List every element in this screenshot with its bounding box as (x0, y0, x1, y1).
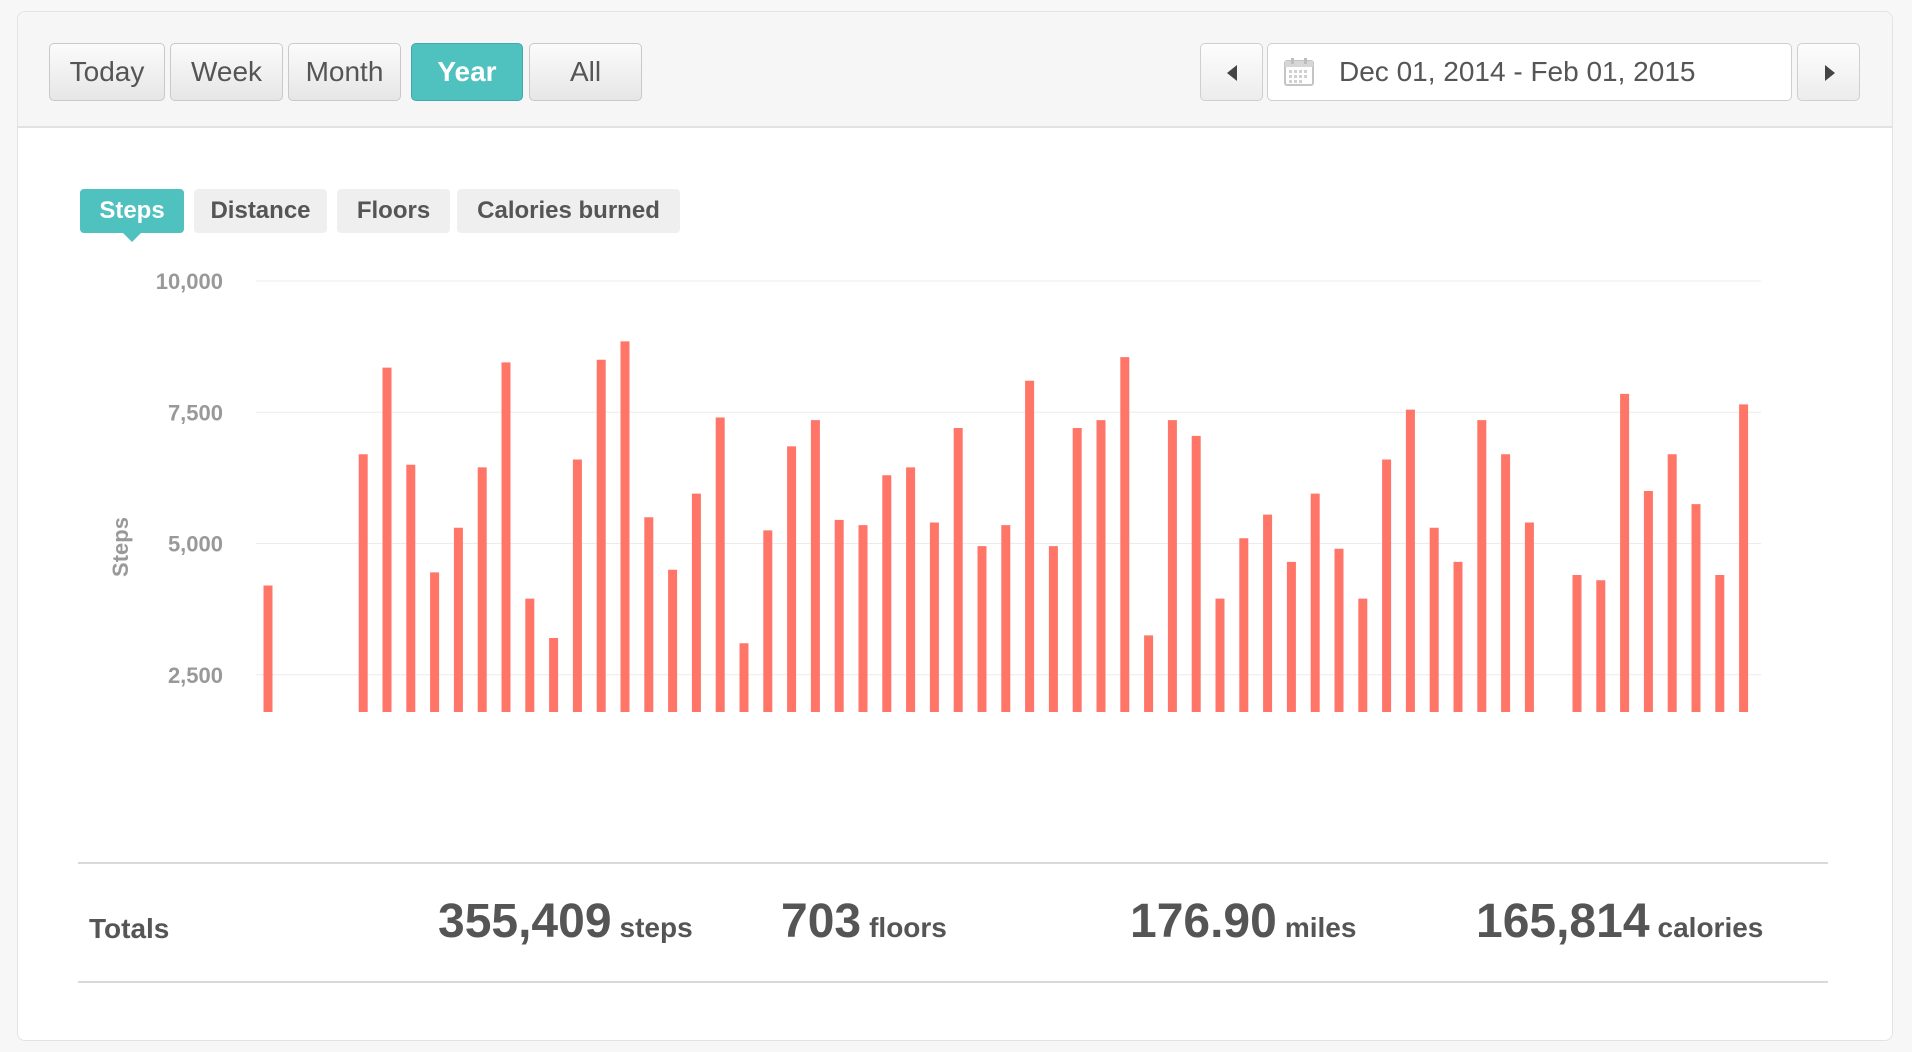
range-year-button[interactable]: Year (411, 43, 523, 101)
bar (1620, 393, 1630, 712)
range-month-button[interactable]: Month (288, 43, 401, 101)
total-steps-value: 355,409 (438, 895, 612, 948)
tab-floors[interactable]: Floors (337, 189, 450, 233)
bar (358, 454, 368, 712)
caret-left-icon (1227, 65, 1237, 81)
bar (1001, 525, 1011, 712)
range-all-button[interactable]: All (529, 43, 642, 101)
calendar-icon (1284, 58, 1314, 86)
range-week-button[interactable]: Week (170, 43, 283, 101)
bar (1429, 527, 1439, 712)
bar (882, 475, 892, 712)
bar (1382, 459, 1392, 712)
bar (1739, 404, 1749, 712)
bar (477, 467, 487, 712)
bar (1263, 514, 1273, 712)
bar (644, 517, 654, 712)
bar (1167, 420, 1177, 712)
total-steps-unit: steps (619, 912, 693, 943)
bar (977, 546, 987, 712)
bar (1286, 561, 1296, 712)
bar (1239, 538, 1249, 712)
bar (763, 530, 773, 712)
date-range-text: Dec 01, 2014 - Feb 01, 2015 (1339, 56, 1696, 87)
totals-divider-bottom (78, 981, 1828, 983)
tab-calories-burned[interactable]: Calories burned (457, 189, 680, 233)
bar (1667, 454, 1677, 712)
tab-steps[interactable]: Steps (80, 189, 184, 242)
bar (1572, 575, 1582, 712)
bar (1191, 435, 1201, 712)
bar (1501, 454, 1511, 712)
bar (1453, 561, 1463, 712)
bar (1144, 635, 1154, 712)
bar (501, 362, 511, 712)
bar (739, 643, 749, 712)
total-miles: 176.90 miles (1130, 894, 1356, 949)
totals-label: Totals (89, 913, 170, 944)
bar (1358, 598, 1368, 712)
bar (572, 459, 582, 712)
total-floors: 703 floors (781, 894, 947, 949)
bar (382, 367, 392, 712)
bar (1691, 504, 1701, 712)
bar (1477, 420, 1487, 712)
bar (1405, 409, 1415, 712)
y-tick-label: 7,500 (168, 400, 223, 425)
bar (715, 417, 725, 712)
bar (1048, 546, 1058, 712)
next-range-button[interactable] (1797, 43, 1860, 101)
total-miles-value: 176.90 (1130, 895, 1277, 948)
bar (1334, 548, 1344, 712)
bar (1715, 575, 1725, 712)
tab-distance[interactable]: Distance (194, 189, 327, 233)
bar (1215, 598, 1225, 712)
bar (691, 493, 701, 712)
bar (1310, 493, 1320, 712)
bar (834, 519, 844, 712)
total-steps: 355,409 steps (438, 894, 693, 949)
bar (810, 420, 820, 712)
y-tick-label: 10,000 (156, 269, 223, 294)
bar (1072, 428, 1082, 712)
bar (549, 638, 559, 712)
bar (596, 359, 606, 712)
bar (1524, 522, 1534, 712)
bar (620, 341, 630, 712)
bar (525, 598, 535, 712)
total-calories: 165,814 calories (1476, 894, 1763, 949)
bar (668, 569, 678, 712)
y-tick-label: 5,000 (168, 532, 223, 557)
range-today-button[interactable]: Today (49, 43, 165, 101)
previous-range-button[interactable] (1200, 43, 1263, 101)
bar (406, 464, 416, 712)
total-floors-unit: floors (869, 912, 947, 943)
y-axis-label: Steps (108, 517, 133, 577)
total-calories-value: 165,814 (1476, 895, 1650, 948)
total-miles-unit: miles (1284, 912, 1357, 943)
bar (787, 446, 797, 712)
bar (263, 585, 273, 712)
bar (1643, 491, 1653, 712)
bar (1025, 380, 1035, 712)
y-tick-label: 2,500 (168, 663, 223, 688)
bar (906, 467, 916, 712)
dashboard-card: Today Week Month Year All Dec 01, 2014 -… (17, 11, 1893, 1041)
toolbar: Today Week Month Year All Dec 01, 2014 -… (18, 12, 1892, 128)
bar (1596, 580, 1606, 712)
bar (453, 527, 463, 712)
bar (1096, 420, 1106, 712)
bar (1120, 357, 1130, 712)
bar (430, 572, 440, 712)
date-range-picker[interactable]: Dec 01, 2014 - Feb 01, 2015 (1267, 43, 1792, 101)
bar (953, 428, 963, 712)
totals-divider-top (78, 862, 1828, 864)
bar (858, 525, 868, 712)
caret-right-icon (1825, 65, 1835, 81)
total-floors-value: 703 (781, 895, 862, 948)
bar (929, 522, 939, 712)
total-calories-unit: calories (1657, 912, 1764, 943)
